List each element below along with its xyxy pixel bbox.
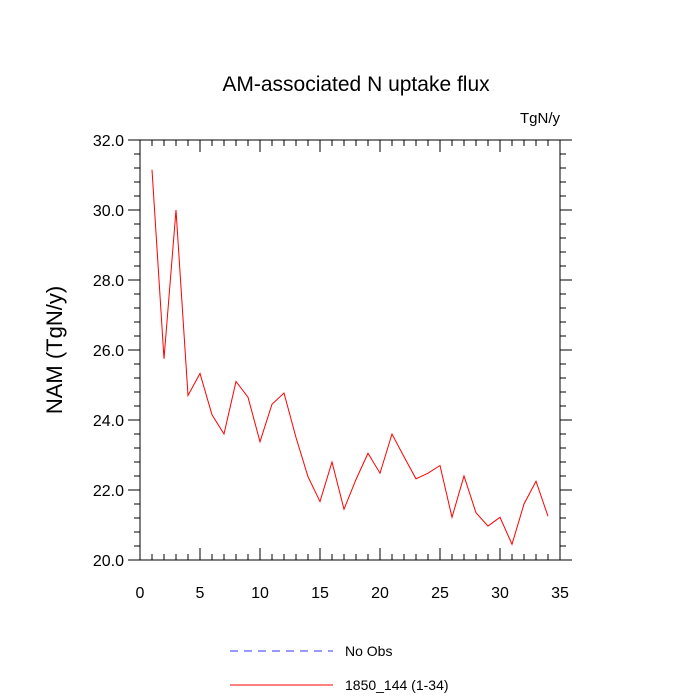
- x-tick-label: 25: [431, 585, 449, 602]
- legend: No Obs 1850_144 (1-34): [230, 643, 449, 693]
- x-tick-label: 5: [196, 585, 205, 602]
- y-tick-label: 32.0: [93, 133, 124, 150]
- y-tick-label: 26.0: [93, 343, 124, 360]
- y-tick-label: 30.0: [93, 203, 124, 220]
- y-tick-label: 22.0: [93, 483, 124, 500]
- series-line-1: [151, 169, 549, 546]
- x-tick-label: 0: [136, 585, 145, 602]
- y-axis-label: NAM (TgN/y): [42, 286, 67, 414]
- units-label: TgN/y: [520, 110, 561, 127]
- chart-title: AM-associated N uptake flux: [222, 73, 490, 96]
- x-tick-labels: 0 5 10 15 20 25 30 35: [136, 585, 569, 602]
- y-tick-label: 20.0: [93, 553, 124, 570]
- x-tick-label: 35: [551, 585, 569, 602]
- x-tick-label: 10: [251, 585, 269, 602]
- legend-label: No Obs: [345, 643, 392, 659]
- x-tick-label: 30: [491, 585, 509, 602]
- plot-frame: [139, 139, 561, 561]
- series-lines: [151, 169, 549, 546]
- y-tick-label: 24.0: [93, 413, 124, 430]
- y-tick-label: 28.0: [93, 273, 124, 290]
- axis-ticks: [128, 139, 572, 561]
- legend-label: 1850_144 (1-34): [345, 677, 449, 693]
- y-tick-labels: 20.0 22.0 24.0 26.0 28.0 30.0 32.0: [93, 133, 124, 570]
- x-tick-label: 15: [311, 585, 329, 602]
- x-tick-label: 20: [371, 585, 389, 602]
